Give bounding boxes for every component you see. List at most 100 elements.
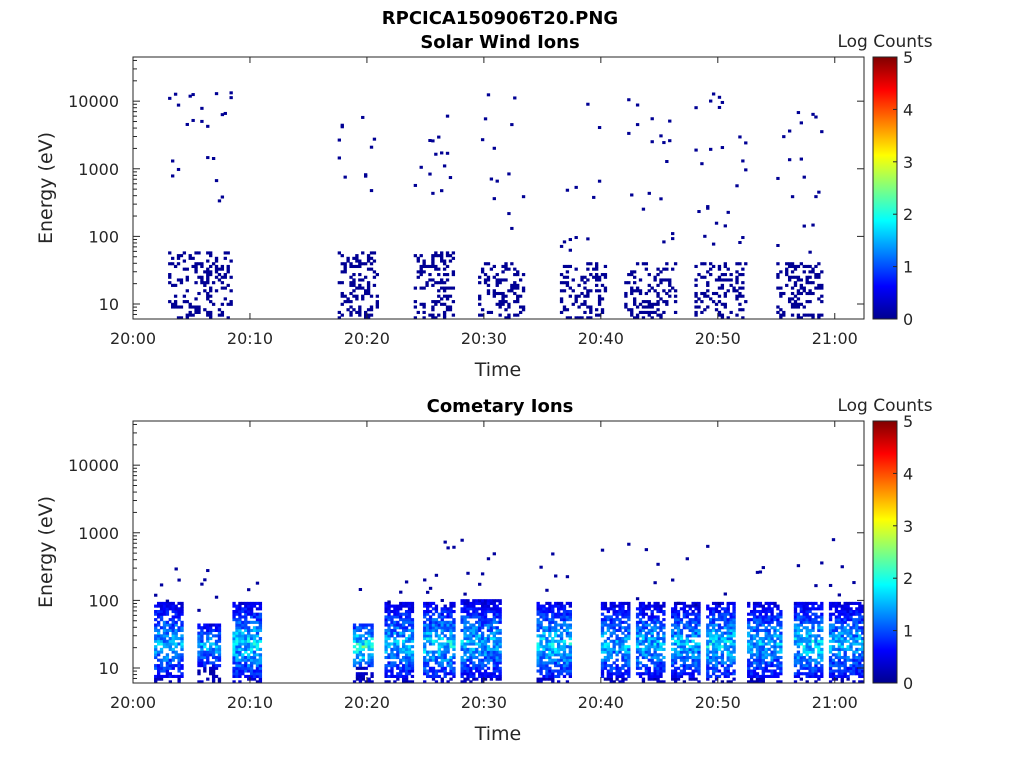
spectrogram-cell	[662, 300, 666, 304]
spectrogram-cell	[796, 275, 801, 279]
spectrogram-cell	[738, 294, 742, 298]
spectrogram-cell	[475, 666, 479, 670]
spectrogram-cell	[723, 639, 727, 643]
spectrogram-cell	[720, 626, 725, 630]
spectrogram-cell	[679, 658, 684, 662]
spectrogram-cell	[446, 664, 450, 668]
spectrogram-cell	[831, 631, 836, 635]
spectrogram-cell	[404, 618, 409, 622]
spectrogram-cell	[203, 631, 207, 635]
spectrogram-cell	[472, 607, 476, 611]
spectrogram-cell	[828, 647, 833, 651]
spectrogram-cell	[258, 677, 263, 681]
spectrogram-cell	[802, 286, 806, 290]
spectrogram-cell	[472, 647, 476, 651]
spectrogram-cell	[694, 620, 698, 624]
spectrogram-cell	[650, 618, 654, 622]
spectrogram-cell	[413, 183, 418, 187]
spectrogram-cell	[206, 281, 210, 285]
spectrogram-cell	[445, 286, 450, 290]
spectrogram-cell	[367, 642, 371, 646]
spectrogram-cell	[451, 273, 456, 277]
spectrogram-cell	[714, 658, 719, 662]
spectrogram-cell	[682, 601, 687, 605]
spectrogram-cell	[779, 313, 783, 317]
spectrogram-cell	[174, 612, 178, 616]
spectrogram-cell	[492, 601, 496, 605]
spectrogram-cell	[761, 637, 765, 641]
spectrogram-cell	[154, 664, 158, 668]
spectrogram-cell	[556, 650, 561, 654]
spectrogram-cell	[162, 609, 167, 614]
spectrogram-cell	[656, 631, 660, 635]
spectrogram-cell	[489, 310, 494, 314]
spectrogram-cell	[755, 626, 760, 630]
spectrogram-cell	[817, 283, 821, 287]
spectrogram-cell	[679, 672, 684, 676]
spectrogram-cell	[478, 658, 482, 662]
spectrogram-cell	[232, 639, 236, 643]
spectrogram-cell	[249, 647, 254, 651]
spectrogram-cell	[858, 601, 862, 605]
spectrogram-cell	[165, 661, 170, 665]
spectrogram-cell	[443, 609, 447, 614]
spectrogram-cell	[603, 620, 608, 624]
spectrogram-cell	[355, 254, 359, 258]
spectrogram-cell	[767, 664, 771, 668]
spectrogram-cell	[197, 637, 201, 641]
spectrogram-cell	[641, 207, 646, 211]
colorbar-tick-label: 5	[903, 48, 913, 67]
spectrogram-cell	[671, 612, 675, 616]
spectrogram-cell	[656, 294, 660, 298]
spectrogram-cell	[691, 626, 695, 630]
spectrogram-cell	[647, 604, 651, 608]
spectrogram-cell	[358, 647, 363, 651]
spectrogram-cell	[366, 267, 371, 271]
spectrogram-cell	[679, 653, 684, 657]
spectrogram-cell	[776, 612, 780, 616]
spectrogram-cell	[177, 666, 181, 670]
spectrogram-cell	[542, 609, 546, 614]
spectrogram-cell	[846, 631, 850, 635]
spectrogram-cell	[799, 604, 803, 608]
spectrogram-cell	[665, 160, 669, 164]
spectrogram-cell	[799, 615, 803, 619]
spectrogram-cell	[478, 612, 482, 616]
spectrogram-cell	[758, 658, 763, 662]
spectrogram-cell	[852, 669, 856, 673]
spectrogram-cell	[852, 634, 856, 638]
spectrogram-cell	[410, 653, 415, 657]
spectrogram-cell	[460, 669, 464, 673]
spectrogram-cell	[714, 637, 719, 641]
spectrogram-cell	[442, 316, 447, 320]
spectrogram-cell	[387, 604, 391, 608]
spectrogram-cell	[407, 650, 412, 654]
spectrogram-cell	[217, 308, 222, 312]
spectrogram-cell	[440, 297, 444, 301]
spectrogram-cell	[390, 615, 394, 619]
spectrogram-cell	[644, 655, 649, 660]
spectrogram-cell	[478, 653, 482, 657]
spectrogram-cell	[197, 642, 201, 646]
spectrogram-cell	[673, 300, 678, 304]
spectrogram-cell	[217, 278, 222, 282]
spectrogram-cell	[855, 623, 859, 627]
spectrogram-cell	[732, 609, 736, 614]
spectrogram-cell	[630, 286, 634, 290]
spectrogram-cell	[423, 634, 427, 638]
spectrogram-cell	[711, 642, 716, 646]
spectrogram-cell	[641, 650, 646, 654]
spectrogram-cell	[685, 637, 689, 641]
spectrogram-cell	[483, 674, 488, 678]
spectrogram-cell	[729, 615, 733, 619]
spectrogram-cell	[717, 612, 722, 616]
spectrogram-cell	[706, 270, 710, 274]
spectrogram-cell	[861, 637, 865, 641]
spectrogram-cell	[404, 628, 409, 633]
spectrogram-cell	[542, 645, 546, 649]
spectrogram-cell	[799, 286, 803, 290]
spectrogram-cell	[673, 639, 678, 643]
spectrogram-cell	[463, 618, 467, 622]
spectrogram-cell	[641, 647, 646, 651]
spectrogram-cell	[747, 626, 751, 630]
